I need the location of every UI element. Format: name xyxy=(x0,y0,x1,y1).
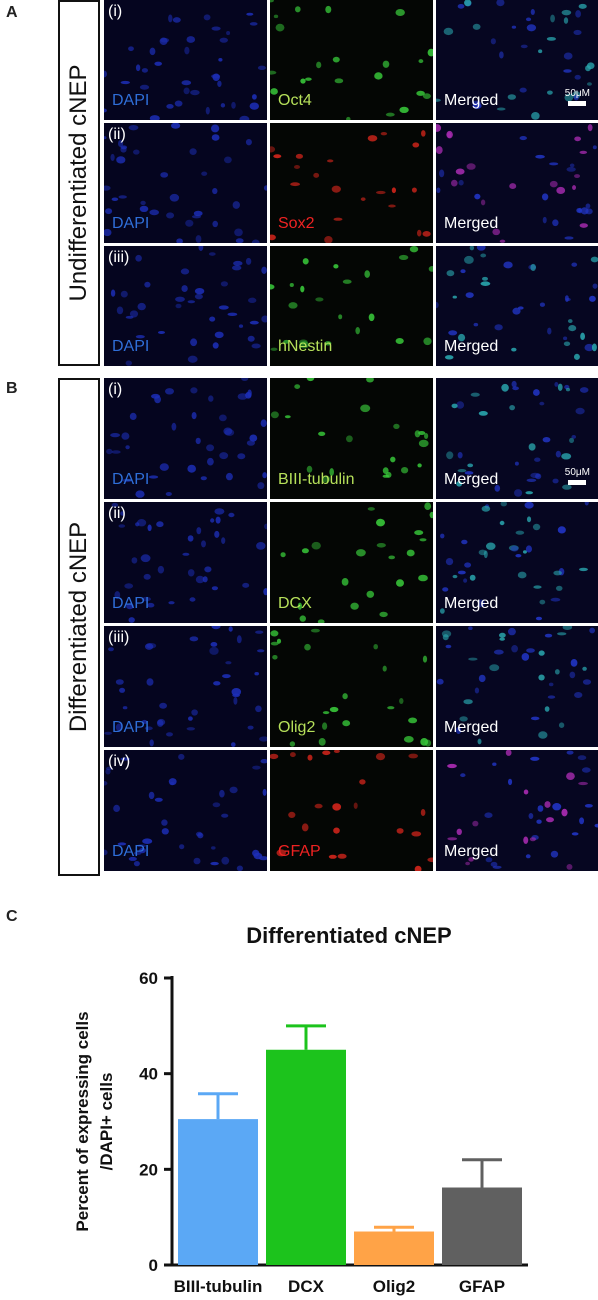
panel_a-row3-dapi-image: (iii) DAPI xyxy=(104,246,267,366)
y-axis-label-line-2: /DAPI+ cells xyxy=(97,1073,116,1171)
panel-a-image-grid: (i) DAPI Oct4 Merged 50μM (ii) DAPI Sox2 Merged (… xyxy=(104,0,598,366)
y-axis-label-line-1: Percent of expressing cells xyxy=(73,1011,92,1231)
panel_b-row1-dapi-image: (i) DAPI xyxy=(104,378,267,499)
dapi-channel-label: DAPI xyxy=(112,215,150,232)
marker-channel-label: DCX xyxy=(278,595,312,612)
bar-gfap xyxy=(442,1187,522,1265)
panel_b-row4-dapi-image: (iv) DAPI xyxy=(104,750,267,871)
x-tick-label: DCX xyxy=(288,1277,325,1296)
marker-channel-label: Oct4 xyxy=(278,92,312,109)
bar-olig2 xyxy=(354,1231,434,1265)
panel_a-row1-dapi-image: (i) DAPI xyxy=(104,0,267,120)
panel-a-side-label: Undifferentiated cNEP xyxy=(65,64,92,302)
x-tick-label: BIII-tubulin xyxy=(174,1277,263,1296)
marker-channel-label: GFAP xyxy=(278,843,321,860)
panel_a-row1-merged-image: Merged 50μM xyxy=(436,0,598,120)
row-roman-numeral: (i) xyxy=(108,3,123,20)
panel_b-row3-dapi-image: (iii) DAPI xyxy=(104,626,267,747)
panel_b-row2-marker-image: DCX xyxy=(270,502,433,623)
merged-channel-label: Merged xyxy=(444,338,499,355)
panel-b-letter: B xyxy=(6,380,18,397)
scale-bar-line xyxy=(568,101,587,106)
row-roman-numeral: (ii) xyxy=(108,126,126,143)
merged-channel-label: Merged xyxy=(444,215,499,232)
merged-channel-label: Merged xyxy=(444,92,499,109)
panel-a-letter: A xyxy=(6,4,18,21)
bar-biii-tubulin xyxy=(178,1119,258,1265)
panel_b-row3-merged-image: Merged xyxy=(436,626,598,747)
row-roman-numeral: (iii) xyxy=(108,629,130,646)
panel_b-row4-marker-image: GFAP xyxy=(270,750,433,871)
panel_b-row1-marker-image: BIII-tubulin xyxy=(270,378,433,499)
dapi-channel-label: DAPI xyxy=(112,843,150,860)
panel_a-row2-merged-image: Merged xyxy=(436,123,598,243)
scale-bar-label: 50μM xyxy=(564,467,590,478)
panel-b-side-box: Differentiated cNEP xyxy=(58,378,100,876)
panel_b-row2-dapi-image: (ii) DAPI xyxy=(104,502,267,623)
scale-bar: 50μM xyxy=(565,88,590,106)
panel_a-row3-merged-image: Merged xyxy=(436,246,598,366)
panel-c-letter: C xyxy=(6,908,18,925)
panel_a-row3-marker-image: hNestin xyxy=(270,246,433,366)
panel_b-row4-merged-image: Merged xyxy=(436,750,598,871)
row-roman-numeral: (iii) xyxy=(108,249,130,266)
dapi-channel-label: DAPI xyxy=(112,471,150,488)
chart-title: Differentiated cNEP xyxy=(246,923,451,948)
merged-channel-label: Merged xyxy=(444,471,499,488)
x-tick-label: Olig2 xyxy=(373,1277,416,1296)
panel_a-row2-dapi-image: (ii) DAPI xyxy=(104,123,267,243)
dapi-channel-label: DAPI xyxy=(112,338,150,355)
marker-channel-label: BIII-tubulin xyxy=(278,471,355,488)
x-tick-label: GFAP xyxy=(459,1277,505,1296)
marker-channel-label: Olig2 xyxy=(278,719,316,736)
panel-b-side-label: Differentiated cNEP xyxy=(65,521,92,733)
panel_a-row2-marker-image: Sox2 xyxy=(270,123,433,243)
marker-channel-label: Sox2 xyxy=(278,215,315,232)
y-tick-label: 0 xyxy=(149,1256,158,1275)
panel_a-row1-marker-image: Oct4 xyxy=(270,0,433,120)
merged-channel-label: Merged xyxy=(444,719,499,736)
panel-a-side-box: Undifferentiated cNEP xyxy=(58,0,100,366)
scale-bar-line xyxy=(568,480,587,485)
merged-channel-label: Merged xyxy=(444,595,499,612)
scale-bar: 50μM xyxy=(565,467,590,485)
bar-chart: Differentiated cNEP 0 20 40 60 Percent of exp… xyxy=(73,923,528,1296)
y-tick-label: 60 xyxy=(139,969,158,988)
scale-bar-label: 50μM xyxy=(564,88,590,99)
panel_b-row2-merged-image: Merged xyxy=(436,502,598,623)
marker-channel-label: hNestin xyxy=(278,338,333,355)
panel_b-row1-merged-image: Merged 50μM xyxy=(436,378,598,499)
row-roman-numeral: (ii) xyxy=(108,505,126,522)
panel_b-row3-marker-image: Olig2 xyxy=(270,626,433,747)
y-tick-label: 40 xyxy=(139,1065,158,1084)
row-roman-numeral: (i) xyxy=(108,381,123,398)
merged-channel-label: Merged xyxy=(444,843,499,860)
panel-b-image-grid: (i) DAPI BIII-tubulin Merged 50μM (ii) DAPI DCX… xyxy=(104,378,598,874)
bar-dcx xyxy=(266,1049,346,1265)
dapi-channel-label: DAPI xyxy=(112,719,150,736)
dapi-channel-label: DAPI xyxy=(112,92,150,109)
dapi-channel-label: DAPI xyxy=(112,595,150,612)
row-roman-numeral: (iv) xyxy=(108,753,131,770)
y-tick-label: 20 xyxy=(139,1160,158,1179)
